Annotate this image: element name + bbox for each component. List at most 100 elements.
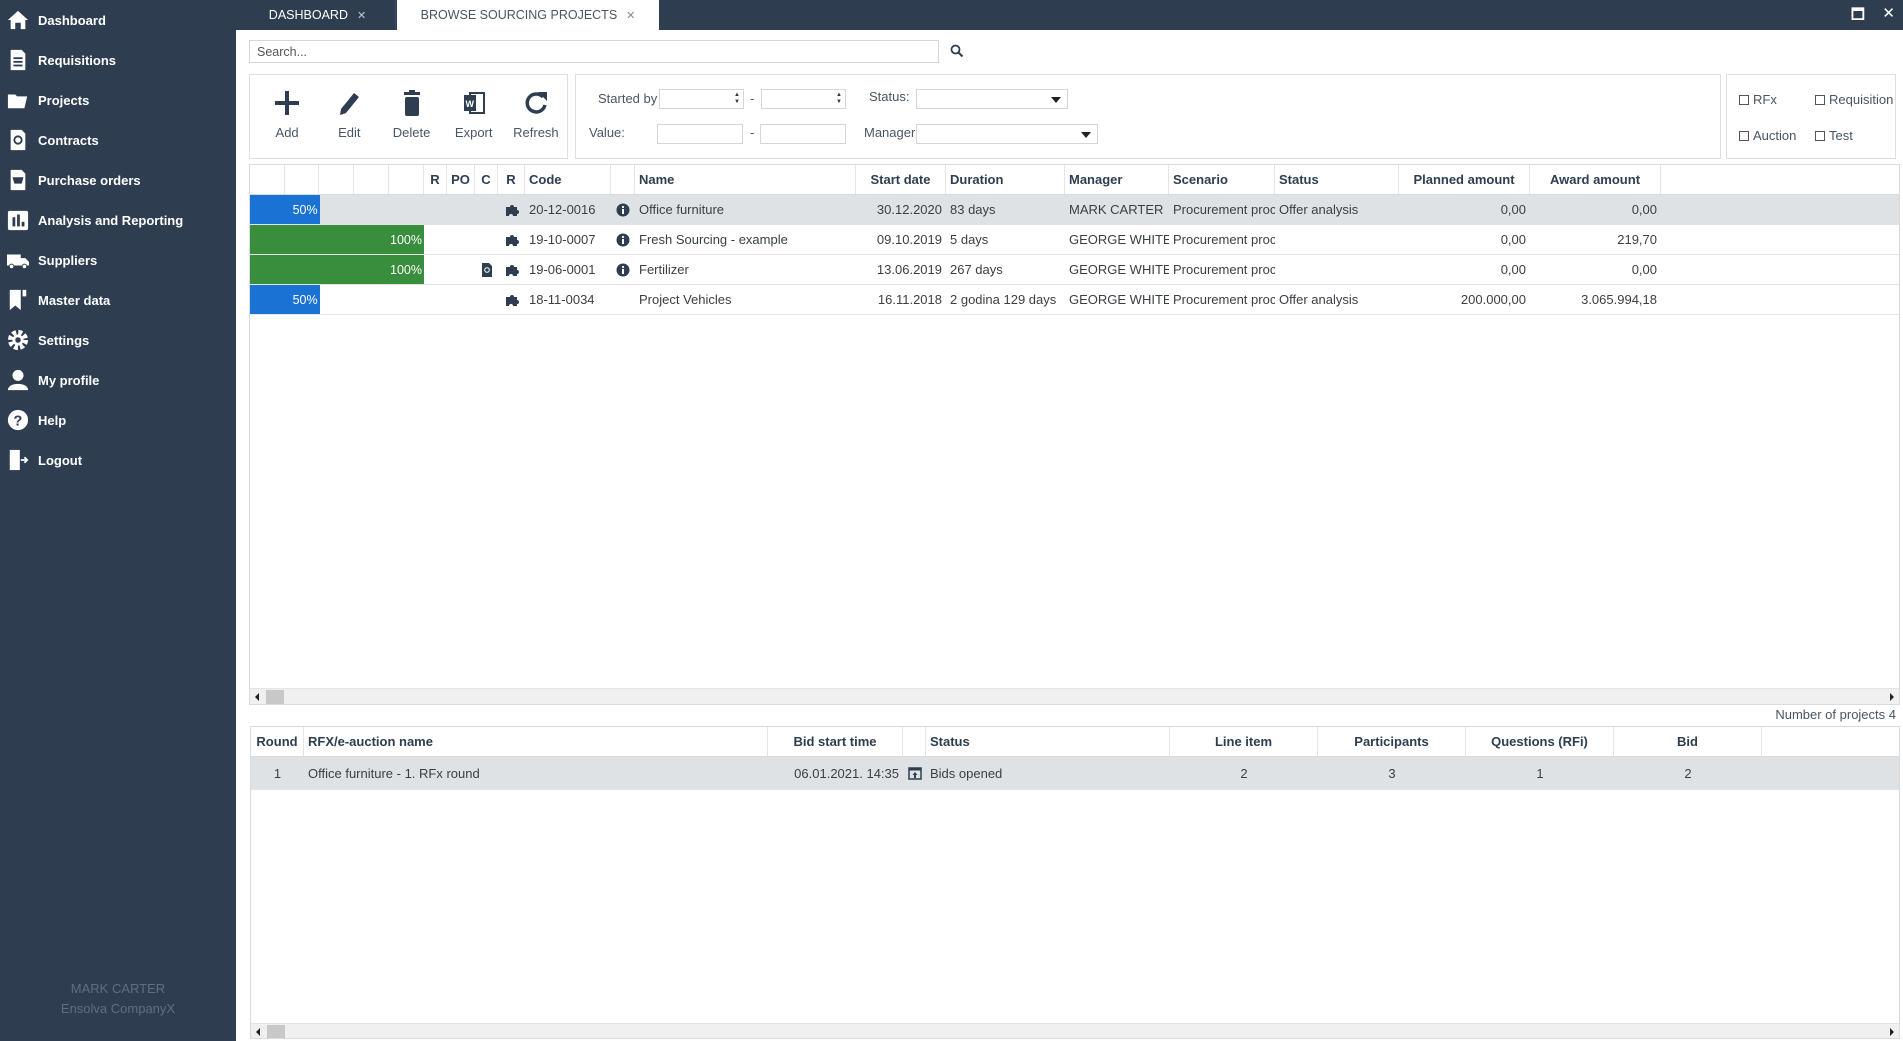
status-select[interactable] [916, 89, 1068, 109]
sidebar-item-my-profile[interactable]: My profile [0, 360, 236, 400]
table-row[interactable]: 50% 20-12-0016 Office furniture 30.12.2020 8… [250, 195, 1899, 225]
table-row[interactable]: 1 Office furniture - 1. RFx round 06.01.20… [251, 757, 1899, 790]
start-cell: 16.11.2018 [877, 292, 942, 307]
info-icon[interactable] [611, 225, 635, 254]
sidebar-item-help[interactable]: ? Help [0, 400, 236, 440]
column-header[interactable]: C [475, 165, 498, 194]
search-input[interactable] [249, 40, 939, 63]
column-header[interactable] [903, 727, 926, 756]
value-from-input[interactable] [657, 124, 743, 144]
column-header[interactable] [611, 165, 635, 194]
sidebar-item-analysis-and-reporting[interactable]: Analysis and Reporting [0, 200, 236, 240]
column-header[interactable]: R [498, 165, 525, 194]
name-cell: Fertilizer [639, 262, 689, 277]
user-icon [6, 368, 30, 392]
info-icon[interactable] [611, 195, 635, 224]
close-icon[interactable]: ✕ [356, 9, 367, 22]
auction-label: Auction [1753, 128, 1797, 143]
started-to-stepper[interactable]: ▲ ▼ [761, 89, 846, 109]
manager-select[interactable] [916, 124, 1098, 144]
column-header[interactable]: R [424, 165, 447, 194]
column-header[interactable]: Questions (RFi) [1466, 727, 1614, 756]
column-header[interactable] [354, 165, 389, 194]
sidebar-item-label: Requisitions [38, 52, 117, 68]
column-header[interactable]: Line item [1170, 727, 1318, 756]
requisition-checkbox[interactable]: Requisition [1815, 92, 1893, 107]
edit-button[interactable]: Edit [318, 89, 380, 158]
column-header[interactable] [389, 165, 424, 194]
column-header[interactable]: Award amount [1530, 165, 1661, 194]
sidebar-item-requisitions[interactable]: Requisitions [0, 40, 236, 80]
sidebar-item-settings[interactable]: Settings [0, 320, 236, 360]
sidebar-item-projects[interactable]: Projects [0, 80, 236, 120]
progress-bar: 50% [250, 195, 320, 224]
value-label: Value: [589, 125, 625, 140]
tab-label: BROWSE SOURCING PROJECTS [420, 8, 618, 22]
column-header[interactable] [285, 165, 319, 194]
column-header[interactable]: Status [926, 727, 1170, 756]
bids-opened-icon [903, 757, 926, 789]
manager-cell: GEORGE WHITE [1069, 292, 1169, 307]
toolbar: Add Edit Delete W Export Refresh [249, 74, 568, 159]
test-checkbox[interactable]: Test [1815, 128, 1853, 143]
logout-icon [6, 448, 30, 472]
column-header[interactable]: Scenario [1169, 165, 1275, 194]
table-row[interactable]: 50% 18-11-0034 Project Vehicles 16.11.2018 2… [250, 285, 1899, 315]
close-icon[interactable]: ✕ [626, 9, 636, 22]
sidebar-item-label: Purchase orders [38, 172, 141, 188]
table-row[interactable]: 100% 19-10-0007 Fresh Sourcing - example 09… [250, 225, 1899, 255]
tab-browse-sourcing-projects[interactable]: BROWSE SOURCING PROJECTS ✕ [397, 0, 659, 30]
column-header[interactable]: Round [251, 727, 304, 756]
status-label: Status: [869, 89, 910, 104]
column-header[interactable]: Name [635, 165, 856, 194]
planned-cell: 0,00 [1500, 202, 1526, 217]
column-header[interactable]: Manager [1065, 165, 1169, 194]
sidebar-item-contracts[interactable]: Contracts [0, 120, 236, 160]
type-filter-panel: RFx Requisition Auction Test [1726, 74, 1896, 159]
pencil-icon [340, 93, 360, 115]
sidebar-item-suppliers[interactable]: Suppliers [0, 240, 236, 280]
sidebar-item-logout[interactable]: Logout [0, 440, 236, 480]
column-header[interactable]: RFX/e-auction name [304, 727, 768, 756]
code-cell: 19-10-0007 [529, 232, 596, 247]
user-name: MARK CARTER [70, 981, 166, 996]
column-header[interactable] [319, 165, 354, 194]
auction-checkbox[interactable]: Auction [1739, 128, 1796, 143]
info-icon[interactable] [611, 255, 635, 284]
column-header[interactable]: Duration [946, 165, 1065, 194]
value-to-input[interactable] [760, 124, 846, 144]
svg-text:W: W [465, 99, 474, 109]
progress-bar: 100% [250, 225, 424, 254]
maximize-icon[interactable]: 🗖 [1850, 6, 1865, 23]
tab-dashboard[interactable]: DASHBOARD ✕ [240, 0, 396, 30]
round-cell: 1 [273, 765, 282, 781]
word-export-icon: W [463, 92, 485, 114]
puzzle-icon [498, 225, 525, 254]
add-button[interactable]: Add [256, 89, 318, 158]
table-row[interactable]: 100% 19-06-0001 Fertilizer 13.06.2019 267 da… [250, 255, 1899, 285]
column-header[interactable]: Bid [1614, 727, 1762, 756]
close-window-icon[interactable]: ✕ [1882, 5, 1895, 22]
column-header[interactable]: Bid start time [768, 727, 903, 756]
horizontal-scrollbar[interactable] [251, 1023, 1899, 1038]
start-cell: 30.12.2020 [876, 202, 942, 217]
rfx-checkbox[interactable]: RFx [1739, 92, 1777, 107]
export-button[interactable]: W Export [443, 89, 505, 158]
column-header[interactable]: Code [525, 165, 611, 194]
column-header[interactable]: PO [447, 165, 475, 194]
projects-grid: R PO C R Code Name Start date Duration Manager Sc… [249, 164, 1900, 705]
column-header[interactable]: Status [1275, 165, 1399, 194]
sidebar-item-master-data[interactable]: Master data [0, 280, 236, 320]
sidebar-item-label: My profile [38, 372, 100, 388]
horizontal-scrollbar[interactable] [250, 688, 1899, 704]
sidebar-item-dashboard[interactable]: Dashboard [0, 0, 236, 40]
column-header[interactable]: Participants [1318, 727, 1466, 756]
started-from-stepper[interactable]: ▲ ▼ [659, 89, 744, 109]
column-header[interactable]: Planned amount [1399, 165, 1530, 194]
delete-button[interactable]: Delete [380, 89, 442, 158]
sidebar-item-purchase-orders[interactable]: Purchase orders [0, 160, 236, 200]
search-icon[interactable] [950, 44, 964, 58]
column-header[interactable] [250, 165, 285, 194]
column-header[interactable]: Start date [856, 165, 946, 194]
refresh-button[interactable]: Refresh [505, 89, 567, 158]
